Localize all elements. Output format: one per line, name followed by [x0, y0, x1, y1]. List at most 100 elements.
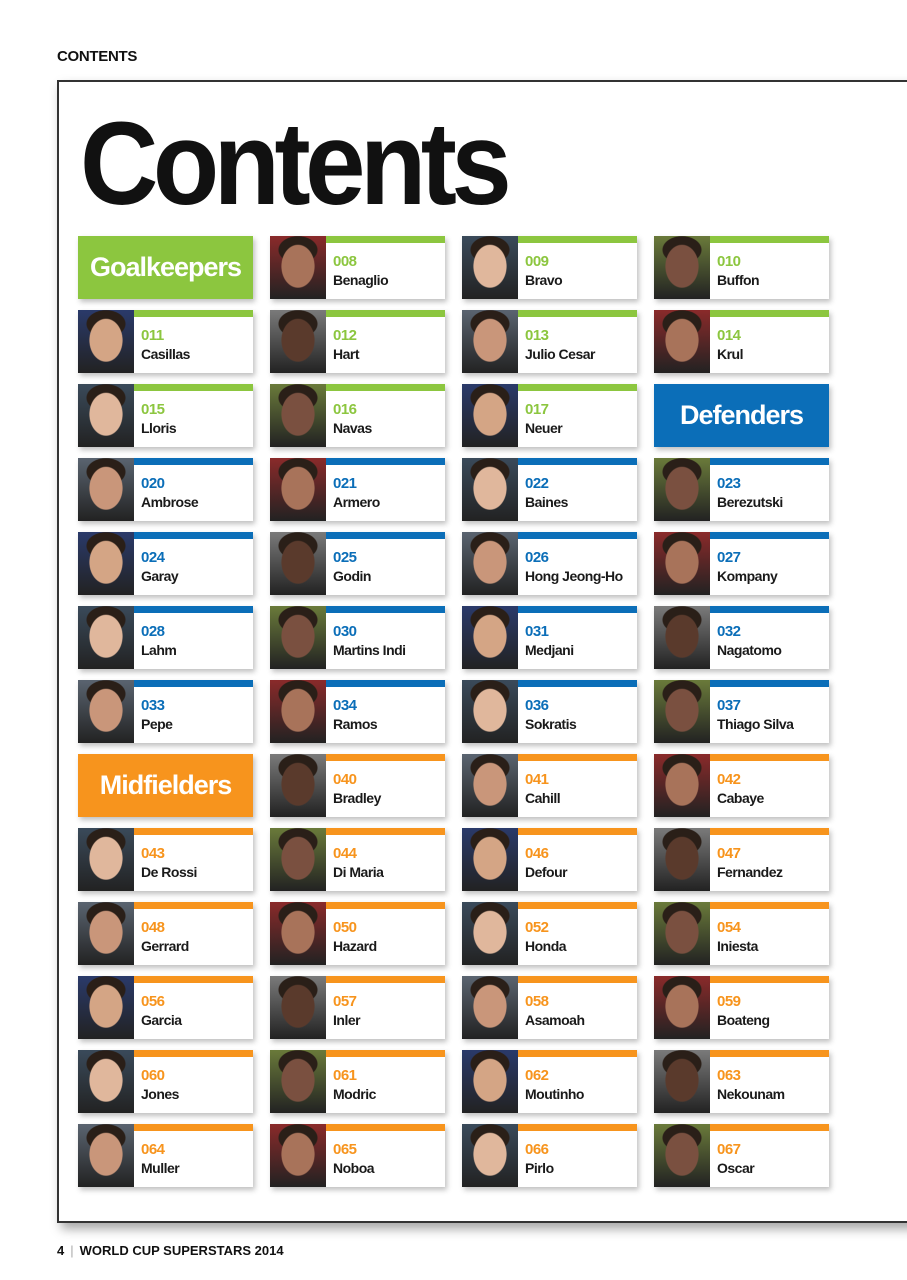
player-entry[interactable]: 031 Medjani	[462, 606, 637, 669]
page-number: 030	[333, 623, 357, 640]
section-color-bar	[134, 532, 253, 539]
player-entry[interactable]: 033 Pepe	[78, 680, 253, 743]
player-entry[interactable]: 058 Asamoah	[462, 976, 637, 1039]
player-entry[interactable]: 056 Garcia	[78, 976, 253, 1039]
player-entry[interactable]: 063 Nekounam	[654, 1050, 829, 1113]
player-entry[interactable]: 022 Baines	[462, 458, 637, 521]
player-photo	[654, 680, 710, 743]
player-entry[interactable]: 008 Benaglio	[270, 236, 445, 299]
player-entry[interactable]: 060 Jones	[78, 1050, 253, 1113]
player-entry[interactable]: 064 Muller	[78, 1124, 253, 1187]
player-entry[interactable]: 020 Ambrose	[78, 458, 253, 521]
player-entry[interactable]: 067 Oscar	[654, 1124, 829, 1187]
player-entry[interactable]: 021 Armero	[270, 458, 445, 521]
page-number: 026	[525, 549, 549, 566]
page-title: Contents	[80, 98, 512, 230]
player-photo	[78, 680, 134, 743]
player-entry[interactable]: 026 Hong Jeong-Ho	[462, 532, 637, 595]
player-name: Sokratis	[525, 716, 577, 732]
player-photo	[78, 384, 134, 447]
player-photo	[654, 754, 710, 817]
player-entry[interactable]: 016 Navas	[270, 384, 445, 447]
player-entry[interactable]: 041 Cahill	[462, 754, 637, 817]
player-photo	[270, 754, 326, 817]
player-photo	[270, 1124, 326, 1187]
player-photo	[78, 902, 134, 965]
section-color-bar	[134, 606, 253, 613]
player-entry[interactable]: 042 Cabaye	[654, 754, 829, 817]
player-entry[interactable]: 028 Lahm	[78, 606, 253, 669]
player-entry[interactable]: 015 Lloris	[78, 384, 253, 447]
player-entry[interactable]: 025 Godin	[270, 532, 445, 595]
player-name: Thiago Silva	[717, 716, 794, 732]
player-entry[interactable]: 061 Modric	[270, 1050, 445, 1113]
player-entry[interactable]: 012 Hart	[270, 310, 445, 373]
player-name: Ambrose	[141, 494, 199, 510]
player-entry[interactable]: 047 Fernandez	[654, 828, 829, 891]
player-name: Hart	[333, 346, 360, 362]
player-name: Casillas	[141, 346, 190, 362]
player-name: Cabaye	[717, 790, 764, 806]
player-name: Pepe	[141, 716, 173, 732]
player-entry[interactable]: 014 Krul	[654, 310, 829, 373]
player-entry[interactable]: 057 Inler	[270, 976, 445, 1039]
player-entry[interactable]: 066 Pirlo	[462, 1124, 637, 1187]
section-color-bar	[134, 1124, 253, 1131]
player-entry[interactable]: 036 Sokratis	[462, 680, 637, 743]
section-color-bar	[518, 458, 637, 465]
player-photo	[462, 828, 518, 891]
player-photo	[654, 828, 710, 891]
player-photo	[654, 606, 710, 669]
page-number: 059	[717, 993, 741, 1010]
player-entry[interactable]: 052 Honda	[462, 902, 637, 965]
player-entry[interactable]: 011 Casillas	[78, 310, 253, 373]
player-name: Bradley	[333, 790, 381, 806]
player-entry[interactable]: 032 Nagatomo	[654, 606, 829, 669]
player-entry[interactable]: 040 Bradley	[270, 754, 445, 817]
player-entry[interactable]: 030 Martins Indi	[270, 606, 445, 669]
player-entry[interactable]: 034 Ramos	[270, 680, 445, 743]
page-number: 4	[57, 1243, 65, 1258]
section-color-bar	[710, 754, 829, 761]
player-entry[interactable]: 065 Noboa	[270, 1124, 445, 1187]
player-entry[interactable]: 013 Julio Cesar	[462, 310, 637, 373]
player-entry[interactable]: 027 Kompany	[654, 532, 829, 595]
page-number: 037	[717, 697, 741, 714]
player-entry[interactable]: 009 Bravo	[462, 236, 637, 299]
player-name: Medjani	[525, 642, 574, 658]
player-photo	[78, 532, 134, 595]
player-entry[interactable]: 037 Thiago Silva	[654, 680, 829, 743]
player-entry[interactable]: 062 Moutinho	[462, 1050, 637, 1113]
player-entry[interactable]: 059 Boateng	[654, 976, 829, 1039]
player-photo	[654, 902, 710, 965]
player-name: Asamoah	[525, 1012, 585, 1028]
section-color-bar	[518, 1050, 637, 1057]
player-name: Berezutski	[717, 494, 783, 510]
player-entry[interactable]: 054 Iniesta	[654, 902, 829, 965]
page-number: 011	[141, 327, 164, 344]
page-number: 060	[141, 1067, 165, 1084]
player-entry[interactable]: 010 Buffon	[654, 236, 829, 299]
player-name: Muller	[141, 1160, 180, 1176]
section-color-bar	[326, 680, 445, 687]
player-entry[interactable]: 044 Di Maria	[270, 828, 445, 891]
player-entry[interactable]: 050 Hazard	[270, 902, 445, 965]
page-number: 017	[525, 401, 549, 418]
player-photo	[270, 458, 326, 521]
player-entry[interactable]: 048 Gerrard	[78, 902, 253, 965]
page-number: 065	[333, 1141, 357, 1158]
section-color-bar	[518, 828, 637, 835]
page-number: 040	[333, 771, 357, 788]
page-number: 016	[333, 401, 357, 418]
player-entry[interactable]: 046 Defour	[462, 828, 637, 891]
player-entry[interactable]: 043 De Rossi	[78, 828, 253, 891]
player-name: Hong Jeong-Ho	[525, 568, 623, 584]
player-name: Iniesta	[717, 938, 758, 954]
player-photo	[78, 458, 134, 521]
player-entry[interactable]: 024 Garay	[78, 532, 253, 595]
section-color-bar	[710, 680, 829, 687]
section-color-bar	[710, 902, 829, 909]
player-entry[interactable]: 023 Berezutski	[654, 458, 829, 521]
player-entry[interactable]: 017 Neuer	[462, 384, 637, 447]
page-number: 027	[717, 549, 741, 566]
